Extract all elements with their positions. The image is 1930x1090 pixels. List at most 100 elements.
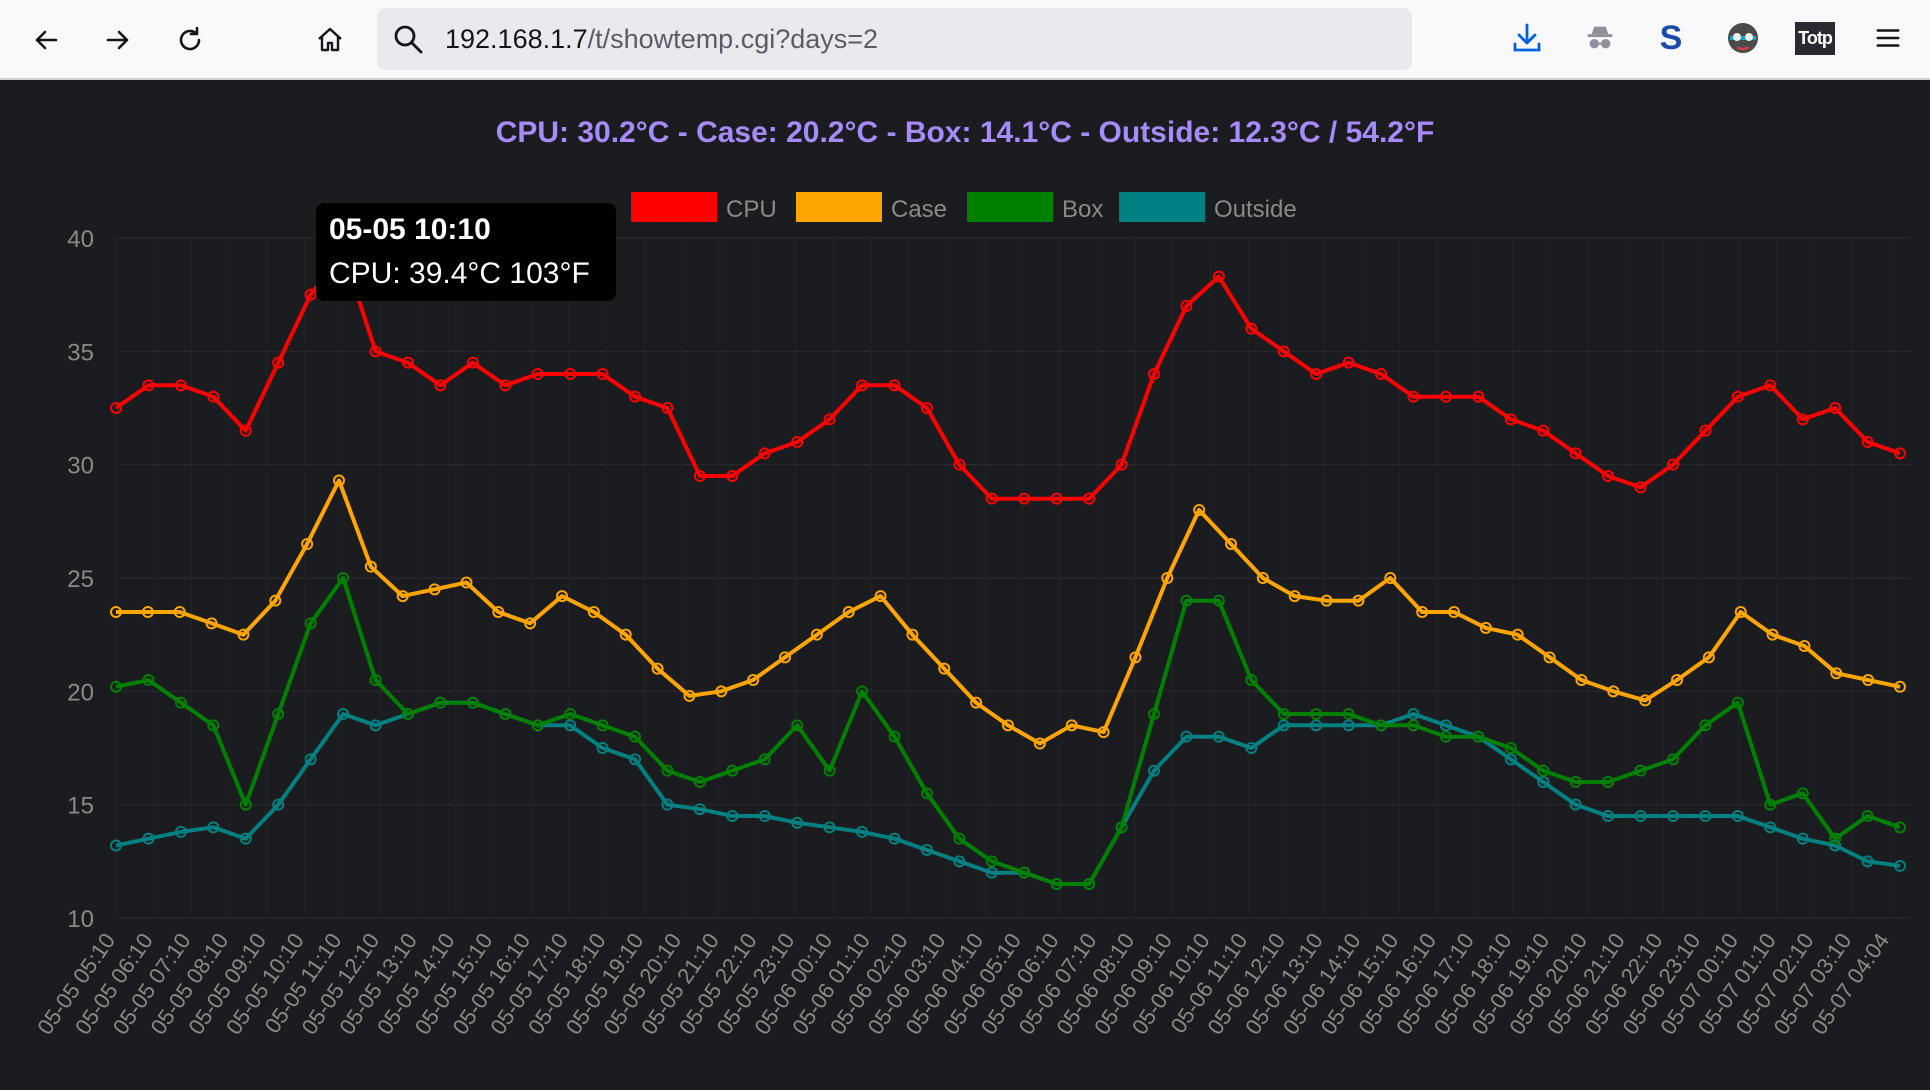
data-point (142, 832, 155, 845)
data-point (920, 787, 933, 800)
back-button[interactable] (22, 16, 70, 64)
data-point (888, 832, 901, 845)
chart-tooltip: 05-05 10:10 CPU: 39.4°C 103°F (316, 203, 616, 301)
legend-swatch (1119, 192, 1205, 222)
url-host: 192.168.1.7 (445, 24, 588, 54)
data-point (272, 356, 285, 369)
data-point (110, 402, 122, 414)
spy-extension-button[interactable] (1578, 16, 1622, 60)
data-point (205, 617, 218, 630)
ghostery-icon (1728, 23, 1758, 53)
data-point (207, 821, 220, 834)
data-point (1894, 680, 1906, 693)
y-tick-label: 40 (67, 226, 94, 253)
data-point (1796, 832, 1809, 845)
s-extension-button[interactable]: S (1649, 16, 1693, 60)
data-point (938, 662, 951, 675)
data-point (524, 617, 537, 630)
data-point (1602, 470, 1615, 482)
data-point (693, 803, 706, 816)
data-point (726, 764, 739, 777)
data-point (1147, 368, 1160, 380)
temperature-summary-title: CPU: 30.2°C - Case: 20.2°C - Box: 14.1°C… (495, 116, 1435, 149)
data-point (1310, 368, 1323, 380)
data-point (906, 628, 919, 641)
y-tick-label: 15 (67, 793, 94, 820)
data-point (1245, 674, 1258, 686)
data-point (619, 628, 632, 641)
data-point (466, 356, 479, 369)
data-point (874, 590, 887, 603)
data-point (726, 470, 739, 482)
data-point (492, 606, 505, 618)
data-point (269, 594, 282, 607)
data-point (239, 798, 252, 811)
data-point (499, 708, 512, 720)
data-point (1511, 628, 1524, 641)
address-bar[interactable]: 192.168.1.7/t/showtemp.cgi?days=2 (377, 8, 1412, 70)
menu-button[interactable] (1866, 16, 1910, 60)
data-point (1602, 810, 1615, 822)
data-point (715, 685, 728, 698)
data-point (1537, 424, 1550, 437)
data-point (661, 798, 674, 811)
data-point (842, 606, 855, 618)
data-point (1277, 345, 1290, 358)
data-point (1861, 436, 1874, 448)
data-point (1575, 674, 1588, 686)
data-point (888, 379, 901, 392)
data-point (1407, 708, 1420, 720)
data-point (207, 390, 220, 403)
data-point (1180, 730, 1193, 743)
data-point (1634, 810, 1647, 822)
url-path: /t/showtemp.cgi?days=2 (587, 24, 879, 54)
data-point (791, 719, 804, 732)
data-point (1504, 413, 1517, 426)
data-point (1439, 719, 1452, 732)
data-point (1734, 606, 1747, 618)
data-point (596, 742, 609, 754)
forward-button[interactable] (94, 16, 142, 64)
data-point (1384, 572, 1397, 584)
data-point (1050, 492, 1063, 505)
data-point (791, 436, 804, 448)
data-point (1731, 810, 1744, 822)
data-point (369, 674, 382, 686)
reload-button[interactable] (166, 16, 214, 64)
legend-label: Outside (1214, 196, 1297, 223)
data-point (628, 753, 641, 766)
tooltip-title: 05-05 10:10 (329, 213, 491, 246)
downloads-button[interactable] (1505, 16, 1549, 60)
home-button[interactable] (306, 16, 354, 64)
data-point (401, 356, 414, 369)
data-point (1671, 674, 1683, 686)
totp-extension-button[interactable]: Totp (1793, 16, 1837, 60)
data-point (953, 832, 966, 845)
data-point (758, 447, 771, 460)
data-point (1342, 719, 1355, 732)
data-point (1796, 413, 1809, 426)
data-point (1018, 492, 1031, 505)
data-point (1407, 719, 1420, 732)
data-point (110, 839, 122, 852)
back-arrow-icon (35, 30, 58, 50)
data-point (1193, 504, 1206, 516)
data-point (556, 590, 568, 603)
data-point (142, 379, 155, 392)
data-point (1225, 538, 1237, 550)
data-point (1699, 719, 1712, 732)
data-point (301, 538, 314, 550)
data-point (596, 368, 609, 380)
data-point (364, 560, 377, 573)
data-point (174, 696, 187, 709)
data-point (888, 730, 901, 743)
legend-label: CPU (726, 196, 777, 223)
data-point (1766, 628, 1779, 641)
browser-toolbar: 192.168.1.7/t/showtemp.cgi?days=2 S Totp (0, 0, 1930, 80)
data-point (531, 719, 544, 732)
home-icon (318, 27, 342, 52)
privacy-extension-button[interactable] (1721, 16, 1765, 60)
data-point (304, 617, 317, 630)
data-point (1666, 810, 1679, 822)
data-point (726, 810, 739, 822)
